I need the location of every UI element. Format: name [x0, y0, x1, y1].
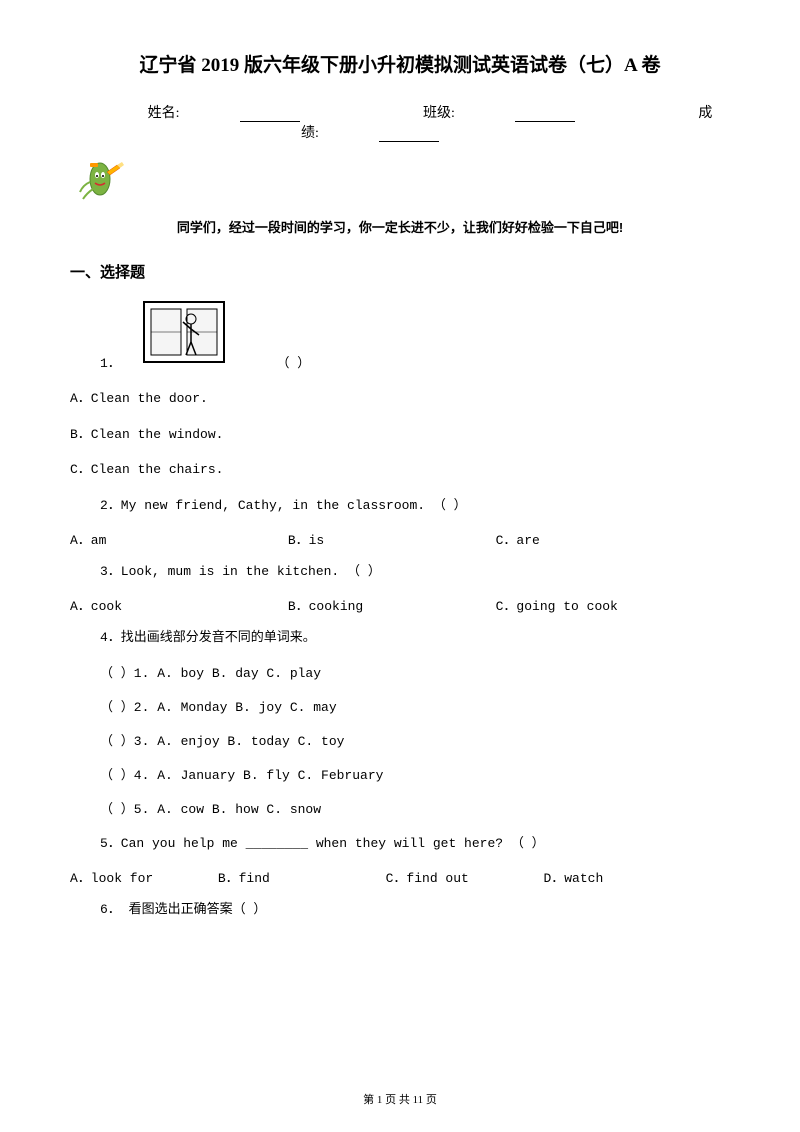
- question-4: 4．找出画线部分发音不同的单词来。: [100, 626, 730, 649]
- class-field: 班级:: [393, 106, 605, 121]
- page-title: 辽宁省 2019 版六年级下册小升初模拟测试英语试卷（七）A 卷: [70, 50, 730, 77]
- question-4-sub4: （ ）4. A. January B. fly C. February: [100, 764, 730, 783]
- question-1-option-c: C．Clean the chairs.: [70, 458, 730, 481]
- question-4-sub2: （ ）2. A. Monday B. joy C. may: [100, 696, 730, 715]
- question-1-option-b: B．Clean the window.: [70, 423, 730, 446]
- page-footer: 第 1 页 共 11 页: [0, 1091, 800, 1107]
- question-5: 5．Can you help me ________ when they wil…: [100, 832, 730, 855]
- question-1-option-a: A．Clean the door.: [70, 387, 730, 410]
- question-4-sub1: （ ）1. A. boy B. day C. play: [100, 662, 730, 681]
- question-5-options: A．look for B．find C．find out D．watch: [70, 867, 730, 886]
- window-cleaning-image: [139, 297, 229, 375]
- encouragement-text: 同学们，经过一段时间的学习，你一定长进不少，让我们好好检验一下自己吧!: [70, 217, 730, 236]
- question-6: 6． 看图选出正确答案（ ）: [100, 898, 730, 921]
- question-3-options: A．cook B．cooking C．going to cook: [70, 595, 730, 614]
- question-4-sub5: （ ）5. A. cow B. how C. snow: [100, 798, 730, 817]
- student-info-row: 姓名: 班级: 成绩:: [70, 102, 730, 142]
- section-header: 一、选择题: [70, 261, 730, 282]
- question-2-options: A．am B．is C．are: [70, 529, 730, 548]
- pencil-icon: [75, 157, 730, 207]
- question-1: 1． （ ）: [70, 297, 730, 375]
- question-2: 2．My new friend, Cathy, in the classroom…: [100, 494, 730, 517]
- question-3: 3．Look, mum is in the kitchen. （ ）: [100, 560, 730, 583]
- name-field: 姓名:: [118, 106, 330, 121]
- question-4-sub3: （ ）3. A. enjoy B. today C. toy: [100, 730, 730, 749]
